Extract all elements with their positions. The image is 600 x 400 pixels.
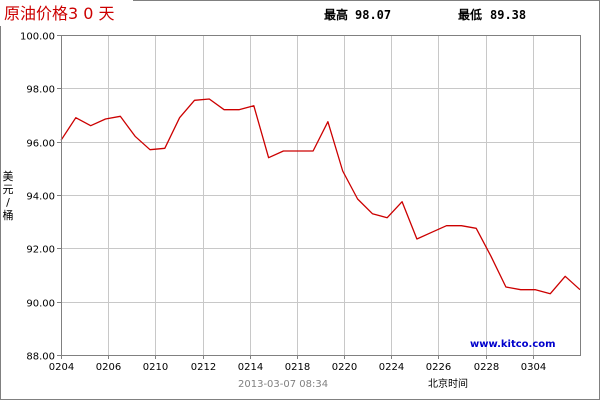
y-axis-label-char: / — [6, 196, 10, 209]
timestamp: 2013-03-07 08:34 — [238, 379, 328, 390]
x-tick-label: 0218 — [285, 362, 310, 373]
y-tick-label: 90.00 — [26, 299, 55, 310]
x-tick-label: 0220 — [332, 362, 357, 373]
x-tick-label: 0214 — [238, 362, 263, 373]
x-tick-label: 0226 — [426, 362, 451, 373]
x-tick-label: 0206 — [96, 362, 121, 373]
y-tick-label: 96.00 — [26, 139, 55, 150]
y-tick-label: 98.00 — [26, 85, 55, 96]
watermark-text: www.kitco.com — [470, 339, 556, 350]
high-label: 最高 — [324, 7, 348, 22]
x-tick-label: 0304 — [521, 362, 546, 373]
y-tick-label: 88.00 — [26, 352, 55, 363]
chart-title: 原油价格3 0 天 — [4, 4, 115, 23]
y-tick-label: 100.00 — [20, 32, 55, 43]
y-axis-label-char: 桶 — [3, 208, 14, 222]
y-axis-label-char: 美 — [3, 170, 14, 183]
y-axis-label: 美元/桶 — [3, 170, 14, 222]
x-axis-ticks: 0204 0206 0210 0212 0214 0218 0220 0224 0226 0228… — [49, 355, 546, 373]
low-value: 89.38 — [490, 8, 526, 22]
timezone-label: 北京时间 — [428, 377, 468, 390]
x-tick-label: 0204 — [49, 362, 74, 373]
x-tick-label: 0228 — [474, 362, 499, 373]
y-tick-label: 94.00 — [26, 192, 55, 203]
y-axis-label-char: 元 — [3, 183, 14, 196]
x-tick-label: 0224 — [379, 362, 404, 373]
plot-frame — [61, 35, 581, 356]
high-value: 98.07 — [355, 8, 391, 22]
low-label: 最低 — [458, 7, 482, 22]
x-tick-label: 0212 — [191, 362, 216, 373]
y-tick-label: 92.00 — [26, 245, 55, 256]
price-line — [60, 98, 581, 295]
y-axis-ticks: 100.00 98.00 96.00 94.00 92.00 90.00 88.00 — [20, 32, 61, 363]
x-tick-label: 0210 — [143, 362, 168, 373]
title-box — [0, 0, 133, 26]
